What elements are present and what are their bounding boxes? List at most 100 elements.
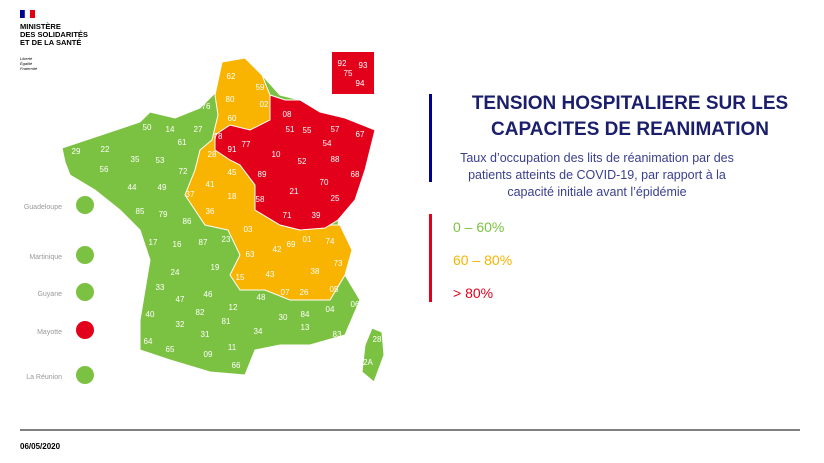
- department-code: 47: [176, 295, 185, 304]
- department-code: 56: [100, 165, 109, 174]
- department-code: 78: [214, 132, 223, 141]
- department-code: 48: [257, 293, 266, 302]
- subtitle: capacité initiale avant l’épidémie: [507, 185, 686, 199]
- department-code: 77: [242, 140, 251, 149]
- overseas-label: Guyane: [37, 291, 62, 298]
- department-code: 76: [202, 102, 211, 111]
- department-code: 52: [298, 157, 307, 166]
- department-code: 50: [143, 123, 152, 132]
- inset-code: 94: [356, 79, 365, 88]
- department-code: 01: [303, 235, 312, 244]
- legend-item: > 80%: [453, 285, 493, 301]
- department-code: 82: [196, 308, 205, 317]
- department-code: 40: [146, 310, 155, 319]
- department-code: 41: [206, 180, 215, 189]
- title: CAPACITES DE REANIMATION: [491, 119, 769, 140]
- department-code: 21: [290, 187, 299, 196]
- department-code: 70: [320, 178, 329, 187]
- department-code: 62: [227, 72, 236, 81]
- department-code: 10: [272, 150, 281, 159]
- department-code: 64: [144, 337, 153, 346]
- department-code: 11: [228, 343, 237, 352]
- department-code: 55: [303, 126, 312, 135]
- department-code: 66: [232, 361, 241, 370]
- title: TENSION HOSPITALIERE SUR LES: [472, 93, 788, 114]
- department-code: 03: [244, 225, 253, 234]
- department-code: 31: [201, 330, 210, 339]
- department-code: 23: [222, 235, 231, 244]
- inset-code: 92: [338, 59, 347, 68]
- inset-paris: [332, 52, 374, 94]
- department-code: 26: [300, 288, 309, 297]
- department-code: 33: [156, 283, 165, 292]
- department-code: 53: [156, 156, 165, 165]
- overseas-territory: [76, 246, 94, 264]
- department-code: 14: [166, 125, 175, 134]
- inset-code: 93: [359, 61, 368, 70]
- department-code: 54: [323, 139, 332, 148]
- department-code: 91: [228, 145, 237, 154]
- department-code: 27: [194, 125, 203, 134]
- department-code: 58: [256, 195, 265, 204]
- department-code: 63: [246, 250, 255, 259]
- department-code: 07: [281, 288, 290, 297]
- department-code: 36: [206, 207, 215, 216]
- department-code: 87: [199, 238, 208, 247]
- department-code: 05: [330, 285, 339, 294]
- motto: Fraternité: [20, 66, 38, 71]
- flag-white: [24, 9, 31, 19]
- region-corsica: [361, 327, 385, 383]
- department-code: 22: [101, 145, 110, 154]
- department-code: 25: [331, 194, 340, 203]
- department-code: 35: [131, 155, 140, 164]
- department-code: 44: [128, 183, 137, 192]
- legend-item: 0 – 60%: [453, 219, 504, 235]
- department-code: 46: [204, 290, 213, 299]
- department-code: 45: [228, 168, 237, 177]
- motto: Égalité: [20, 61, 33, 66]
- department-code: 24: [171, 268, 180, 277]
- department-code: 80: [226, 95, 235, 104]
- department-code: 34: [254, 327, 263, 336]
- department-code: 71: [283, 211, 292, 220]
- department-code: 72: [179, 167, 188, 176]
- department-code: 17: [149, 238, 158, 247]
- overseas-territory: [76, 321, 94, 339]
- department-code: 88: [331, 155, 340, 164]
- department-code: 15: [236, 273, 245, 282]
- flag-red: [30, 10, 35, 18]
- ministry-name: MINISTÈRE: [20, 22, 61, 31]
- department-code: 37: [186, 190, 195, 199]
- date: 06/05/2020: [20, 442, 61, 451]
- department-code: 28: [208, 150, 217, 159]
- department-code: 29: [72, 147, 81, 156]
- department-code: 61: [178, 138, 187, 147]
- overseas-label: Guadeloupe: [24, 204, 62, 211]
- overseas-label: Martinique: [29, 254, 62, 261]
- department-code: 16: [173, 240, 182, 249]
- department-code: 13: [301, 323, 310, 332]
- department-code: 38: [311, 267, 320, 276]
- accent-bar-red: [429, 214, 432, 302]
- department-code: 2A: [363, 358, 373, 367]
- subtitle: Taux d’occupation des lits de réanimatio…: [460, 151, 734, 165]
- ministry-name: ET DE LA SANTÉ: [20, 38, 81, 47]
- department-code: 09: [204, 350, 213, 359]
- department-code: 51: [286, 125, 295, 134]
- overseas-territory: [76, 366, 94, 384]
- map: [61, 52, 385, 383]
- department-code: 59: [256, 83, 265, 92]
- department-code: 39: [312, 211, 321, 220]
- department-code: 28: [373, 335, 382, 344]
- department-code: 57: [331, 125, 340, 134]
- inset-code: 75: [344, 69, 353, 78]
- overseas-territory: [76, 283, 94, 301]
- department-code: 12: [229, 303, 238, 312]
- department-code: 85: [136, 207, 145, 216]
- department-code: 32: [176, 320, 185, 329]
- department-code: 18: [228, 192, 237, 201]
- department-code: 89: [258, 170, 267, 179]
- legend-item: 60 – 80%: [453, 252, 512, 268]
